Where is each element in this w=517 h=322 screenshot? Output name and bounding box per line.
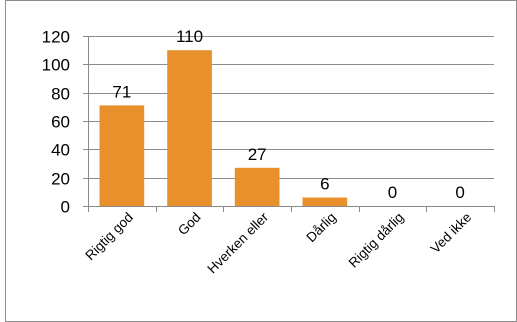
y-tick-label: 60 bbox=[51, 113, 70, 132]
y-tick-label: 0 bbox=[61, 198, 70, 217]
y-tick-label: 40 bbox=[51, 141, 70, 160]
y-tick-label: 100 bbox=[42, 56, 70, 75]
y-tick-label: 20 bbox=[51, 170, 70, 189]
bar-0 bbox=[99, 105, 145, 206]
data-label: 0 bbox=[455, 183, 464, 202]
data-labels: 71 110 27 6 0 0 bbox=[112, 27, 465, 202]
data-label: 0 bbox=[388, 183, 397, 202]
y-tick-label: 120 bbox=[42, 28, 70, 47]
bar-2 bbox=[234, 167, 280, 207]
data-label: 110 bbox=[176, 27, 203, 46]
chart-border bbox=[5, 0, 517, 322]
gridlines bbox=[88, 36, 494, 179]
bar-1 bbox=[167, 50, 212, 207]
data-label: 6 bbox=[320, 175, 329, 194]
data-label: 71 bbox=[112, 82, 131, 101]
bar-3 bbox=[302, 197, 348, 206]
bars bbox=[99, 50, 348, 207]
y-tick-label: 80 bbox=[51, 85, 70, 104]
y-axis: 0 20 40 60 80 100 120 bbox=[42, 28, 89, 217]
data-label: 27 bbox=[248, 145, 267, 164]
